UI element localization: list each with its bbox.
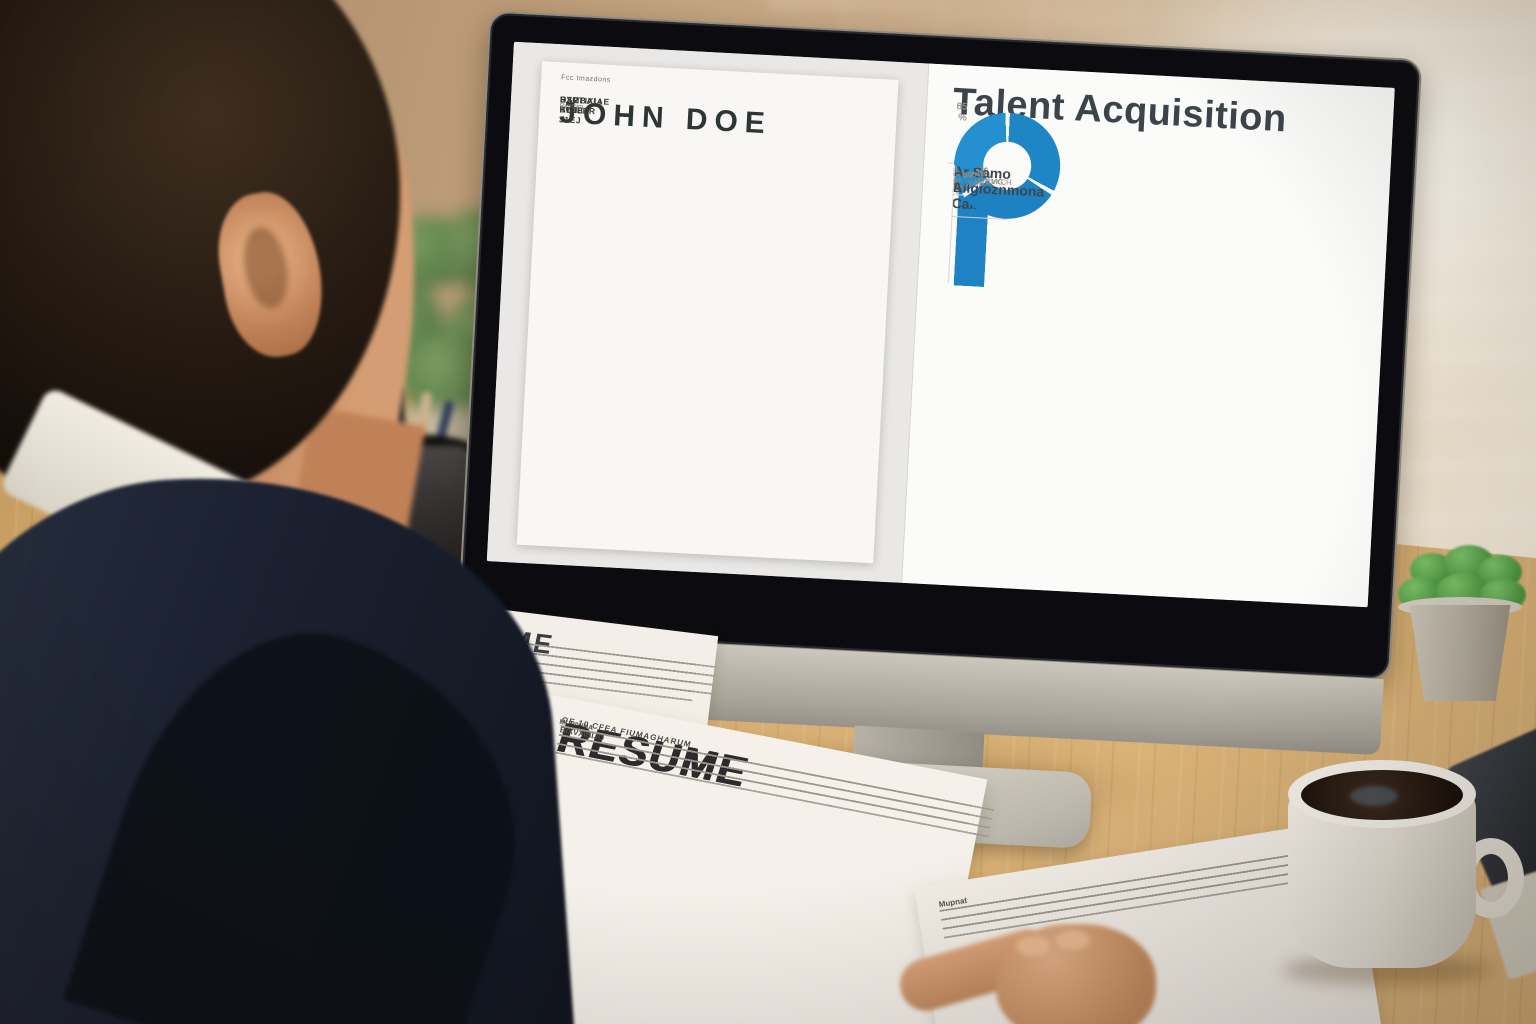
dashboard-pane[interactable]: Talent Acquisition 1.24 Untuzen C1 Imrhd…: [901, 63, 1395, 608]
resume-section-heading: RJMBALI KLII3: [559, 94, 603, 116]
succulent-pot: [1409, 605, 1511, 701]
pie-pct: 65 %: [956, 101, 968, 124]
resume-pane[interactable]: Fcc tmazdons JOHN DOE EXPTIXIAE BSCI FWI…: [486, 41, 928, 583]
x-tick: #004M: [962, 169, 987, 180]
coffee-mug: [1282, 760, 1528, 984]
succulent-plant: [1392, 545, 1532, 705]
pen-cup-body: [350, 446, 470, 586]
coffee-reflection: [1350, 786, 1398, 806]
pen-cup: [346, 385, 478, 588]
resume-page[interactable]: Fcc tmazdons JOHN DOE EXPTIXIAE BSCI FWI…: [516, 61, 899, 564]
panel-line-chart[interactable]: Ar Samo Allgioznmona 0 0 0 5 0 0: [947, 151, 1045, 283]
knuckle: [1056, 930, 1090, 950]
pointing-hand: [893, 918, 1178, 1024]
resume-logo-text: Fcc tmazdons: [561, 74, 611, 85]
dashboard-grid: 1.24 Untuzen C1 Imrhdl mowrCwl Lmowd0f w…: [926, 101, 1374, 599]
knuckle: [1016, 936, 1050, 956]
monitor-screen: Fcc tmazdons JOHN DOE EXPTIXIAE BSCI FWI…: [486, 41, 1395, 608]
